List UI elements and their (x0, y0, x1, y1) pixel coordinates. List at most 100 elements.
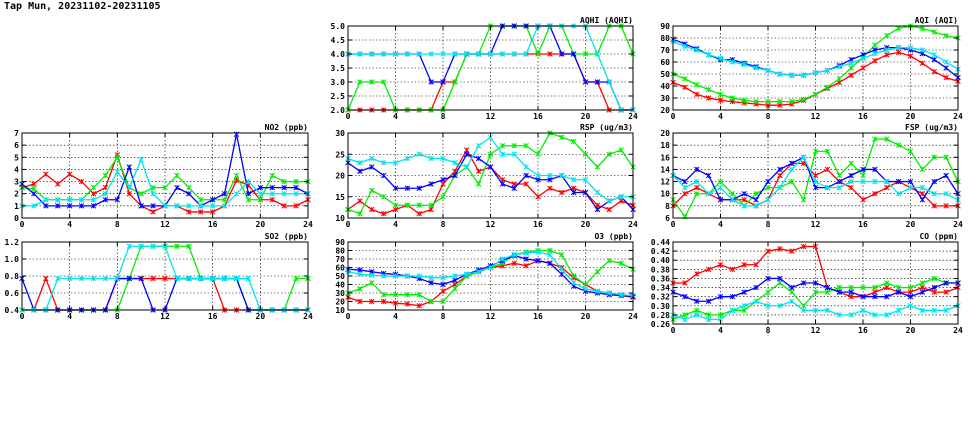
data-point (126, 164, 133, 170)
data-point (547, 260, 553, 267)
data-point (693, 91, 700, 98)
data-point (717, 312, 724, 318)
data-point (919, 60, 926, 66)
data-point (535, 249, 541, 255)
data-point (848, 72, 854, 78)
data-point (31, 190, 37, 197)
y-tick-label: 2.5 (331, 92, 346, 101)
data-point (440, 281, 446, 288)
data-point (54, 181, 61, 187)
data-point (907, 53, 914, 59)
y-tick-label: 30 (660, 94, 670, 103)
data-point (943, 280, 949, 286)
data-point (931, 307, 938, 314)
x-tick-label: 12 (486, 220, 496, 229)
data-point (368, 280, 375, 286)
x-tick-label: 8 (766, 326, 771, 335)
data-point (463, 151, 470, 158)
data-point (594, 51, 601, 57)
x-tick-label: 0 (346, 220, 351, 229)
data-point (836, 172, 843, 179)
data-point (428, 298, 434, 305)
data-point (788, 166, 795, 173)
y-tick-label: 20 (660, 106, 670, 115)
data-point (357, 298, 363, 305)
data-point (824, 166, 831, 173)
data-point (570, 176, 577, 183)
page-title: Tap Mun, 20231102-20231105 (4, 1, 161, 12)
x-tick-label: 20 (906, 220, 916, 229)
data-point (281, 203, 287, 209)
data-point (919, 166, 926, 173)
chart-title: NO2 (ppb) (265, 123, 308, 132)
data-point (174, 203, 180, 209)
x-tick-label: 12 (811, 326, 821, 335)
data-point (729, 59, 736, 65)
data-point (943, 59, 949, 65)
data-point (812, 178, 819, 185)
data-point (558, 51, 565, 57)
data-point (919, 307, 926, 314)
x-tick-label: 12 (160, 312, 170, 321)
y-tick-label: 4.5 (331, 36, 346, 45)
y-tick-label: 50 (660, 70, 670, 79)
data-point (368, 272, 375, 278)
data-point (368, 51, 375, 57)
data-point (931, 203, 938, 209)
data-point (475, 268, 482, 275)
data-point (368, 164, 375, 170)
data-point (269, 184, 276, 191)
data-point (357, 51, 363, 57)
data-point (606, 198, 613, 204)
data-point (606, 151, 613, 158)
data-point (895, 289, 902, 295)
x-tick-label: 16 (858, 326, 868, 335)
data-point (102, 197, 109, 203)
data-point (197, 197, 204, 203)
data-point (848, 184, 854, 191)
data-point (705, 312, 712, 318)
data-point (705, 86, 712, 93)
data-point (245, 178, 252, 185)
data-point (860, 55, 866, 62)
data-point (943, 172, 949, 179)
data-point (511, 151, 518, 158)
data-point (357, 271, 363, 278)
data-point (812, 307, 819, 314)
data-point (919, 190, 926, 197)
data-point (848, 172, 854, 179)
data-point (186, 243, 192, 250)
data-point (511, 51, 518, 57)
data-point (440, 298, 446, 305)
data-point (570, 51, 577, 57)
data-point (812, 91, 819, 98)
y-tick-label: 3.5 (331, 64, 346, 73)
data-point (416, 291, 423, 298)
data-point (618, 291, 624, 298)
data-point (233, 172, 240, 179)
data-point (777, 275, 783, 282)
data-point (594, 164, 601, 170)
data-point (800, 280, 807, 286)
data-point (682, 184, 688, 191)
chart-title: SO2 (ppb) (265, 232, 308, 241)
data-point (765, 184, 771, 191)
x-tick-label: 8 (766, 220, 771, 229)
data-point (357, 79, 363, 85)
data-point (126, 275, 133, 282)
y-tick-label: 0 (14, 214, 19, 223)
x-tick-label: 24 (303, 312, 313, 321)
data-point (281, 184, 287, 191)
data-point (872, 289, 878, 295)
data-point (368, 298, 375, 305)
y-tick-label: 2 (14, 190, 19, 199)
x-tick-label: 24 (628, 112, 638, 121)
data-point (233, 190, 240, 197)
x-tick-label: 4 (393, 220, 398, 229)
data-point (570, 189, 577, 196)
data-point (511, 185, 518, 192)
data-point (872, 190, 878, 197)
data-point (186, 190, 192, 197)
data-point (919, 284, 926, 291)
y-tick-label: 18 (660, 141, 670, 150)
